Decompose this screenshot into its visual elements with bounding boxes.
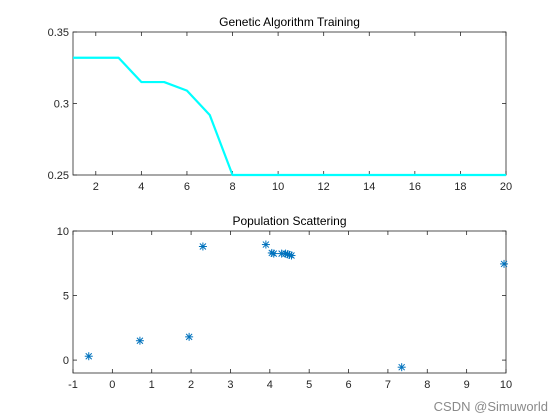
data-point [397, 363, 406, 372]
y-tick-label: 0.25 [48, 170, 69, 182]
data-point [135, 336, 144, 345]
data-point [287, 251, 296, 260]
x-tick-label: 16 [409, 181, 421, 193]
x-tick-label: 12 [318, 181, 330, 193]
x-tick-label: 9 [464, 379, 470, 391]
x-tick-label: 8 [229, 181, 235, 193]
x-tick-label: 18 [454, 181, 466, 193]
y-tick-label: 5 [63, 291, 69, 303]
plot-area [72, 31, 507, 176]
data-point [500, 259, 509, 268]
x-tick-label: 20 [500, 181, 512, 193]
axes-1: Genetic Algorithm Training 2 4 6 8 10 12 14 16 18… [48, 15, 513, 193]
y-tick-label: 0 [63, 355, 69, 367]
x-tick-label: 10 [500, 379, 512, 391]
y-tick-label: 0.35 [48, 27, 69, 39]
x-tick-label: 7 [385, 379, 391, 391]
x-tick-label: 4 [138, 181, 144, 193]
series-line [73, 56, 506, 177]
data-point [269, 249, 278, 258]
x-tick-label: 4 [267, 379, 273, 391]
data-point [198, 242, 207, 251]
x-tick-label: 5 [306, 379, 312, 391]
x-tick-label: -1 [68, 379, 78, 391]
x-tick-label: 6 [184, 181, 190, 193]
x-tick-label: 10 [272, 181, 284, 193]
x-tick-label: 0 [109, 379, 115, 391]
axes-2: Population Scattering -1 0 1 2 3 4 5 6 7 8 9 10 0 5 10 [57, 214, 512, 391]
x-tick-label: 8 [424, 379, 430, 391]
x-tick-label: 2 [188, 379, 194, 391]
watermark-text: CSDN @Simuworld [433, 399, 548, 414]
data-point [84, 352, 93, 361]
x-tick-label: 6 [345, 379, 351, 391]
data-point [261, 240, 270, 249]
x-tick-label: 2 [93, 181, 99, 193]
data-point [185, 332, 194, 341]
y-tick-label: 0.3 [54, 99, 69, 111]
x-tick-label: 3 [227, 379, 233, 391]
x-tick-label: 1 [149, 379, 155, 391]
chart-title: Genetic Algorithm Training [219, 15, 360, 29]
x-tick-label: 14 [363, 181, 375, 193]
chart-title: Population Scattering [232, 214, 346, 228]
y-tick-label: 10 [57, 226, 69, 238]
